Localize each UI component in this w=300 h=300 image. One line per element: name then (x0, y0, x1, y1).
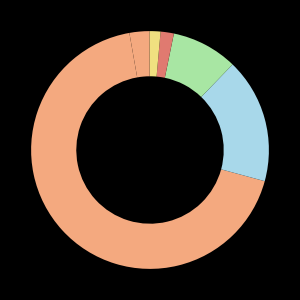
Wedge shape (149, 31, 161, 76)
Wedge shape (31, 33, 265, 269)
Wedge shape (129, 31, 150, 77)
Wedge shape (165, 34, 232, 97)
Wedge shape (201, 64, 269, 181)
Wedge shape (157, 32, 174, 78)
